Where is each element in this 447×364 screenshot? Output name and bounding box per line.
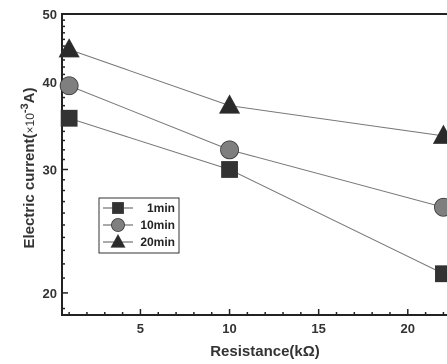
data-point-20min [432, 124, 447, 144]
data-point-20min [218, 94, 241, 114]
y-axis-label-main: Electric current( [21, 133, 38, 248]
data-point-1min [435, 265, 447, 283]
series-line-10min [68, 85, 444, 208]
legend-label: 10min [140, 218, 175, 232]
x-tick-label: 15 [311, 321, 325, 336]
y-axis-ticks: 20 30 40 50 [43, 7, 68, 310]
data-point-10min [434, 197, 447, 217]
data-point-20min [58, 38, 80, 58]
y-tick-label: 20 [43, 286, 57, 301]
y-tick-label: 30 [43, 162, 57, 177]
x-tick-label: 5 [137, 321, 144, 336]
legend: 1min 10min 20min [98, 197, 180, 254]
y-axis-label-exponent: -3 [19, 103, 31, 113]
data-point-1min [221, 161, 238, 178]
legend-marker-10min [111, 218, 125, 232]
series-20min [58, 38, 447, 144]
y-tick-label: 40 [43, 75, 57, 90]
axis-frame [61, 13, 447, 316]
series-1min [60, 109, 447, 283]
legend-label: 1min [147, 201, 175, 215]
y-axis-label: Electric current(×10-3A) [19, 87, 38, 248]
data-point-10min [59, 76, 79, 96]
x-tick-label: 20 [401, 321, 415, 336]
series-10min [59, 76, 447, 217]
y-tick-label: 50 [43, 7, 57, 22]
data-point-10min [220, 140, 239, 160]
x-tick-label: 10 [222, 321, 236, 336]
y-axis-label-end: A) [21, 87, 38, 103]
series-layer [58, 38, 447, 283]
data-point-1min [60, 109, 78, 127]
x-axis-label: Resistance(kΩ) [210, 343, 320, 360]
x-axis-ticks: 5 10 15 20 [68, 309, 445, 336]
y-axis-label-times: ×10 [23, 113, 37, 134]
legend-marker-20min [110, 234, 126, 248]
legend-marker-1min [112, 202, 124, 214]
legend-label: 20min [140, 235, 175, 249]
series-line-20min [68, 48, 444, 137]
plot-area [61, 13, 447, 316]
